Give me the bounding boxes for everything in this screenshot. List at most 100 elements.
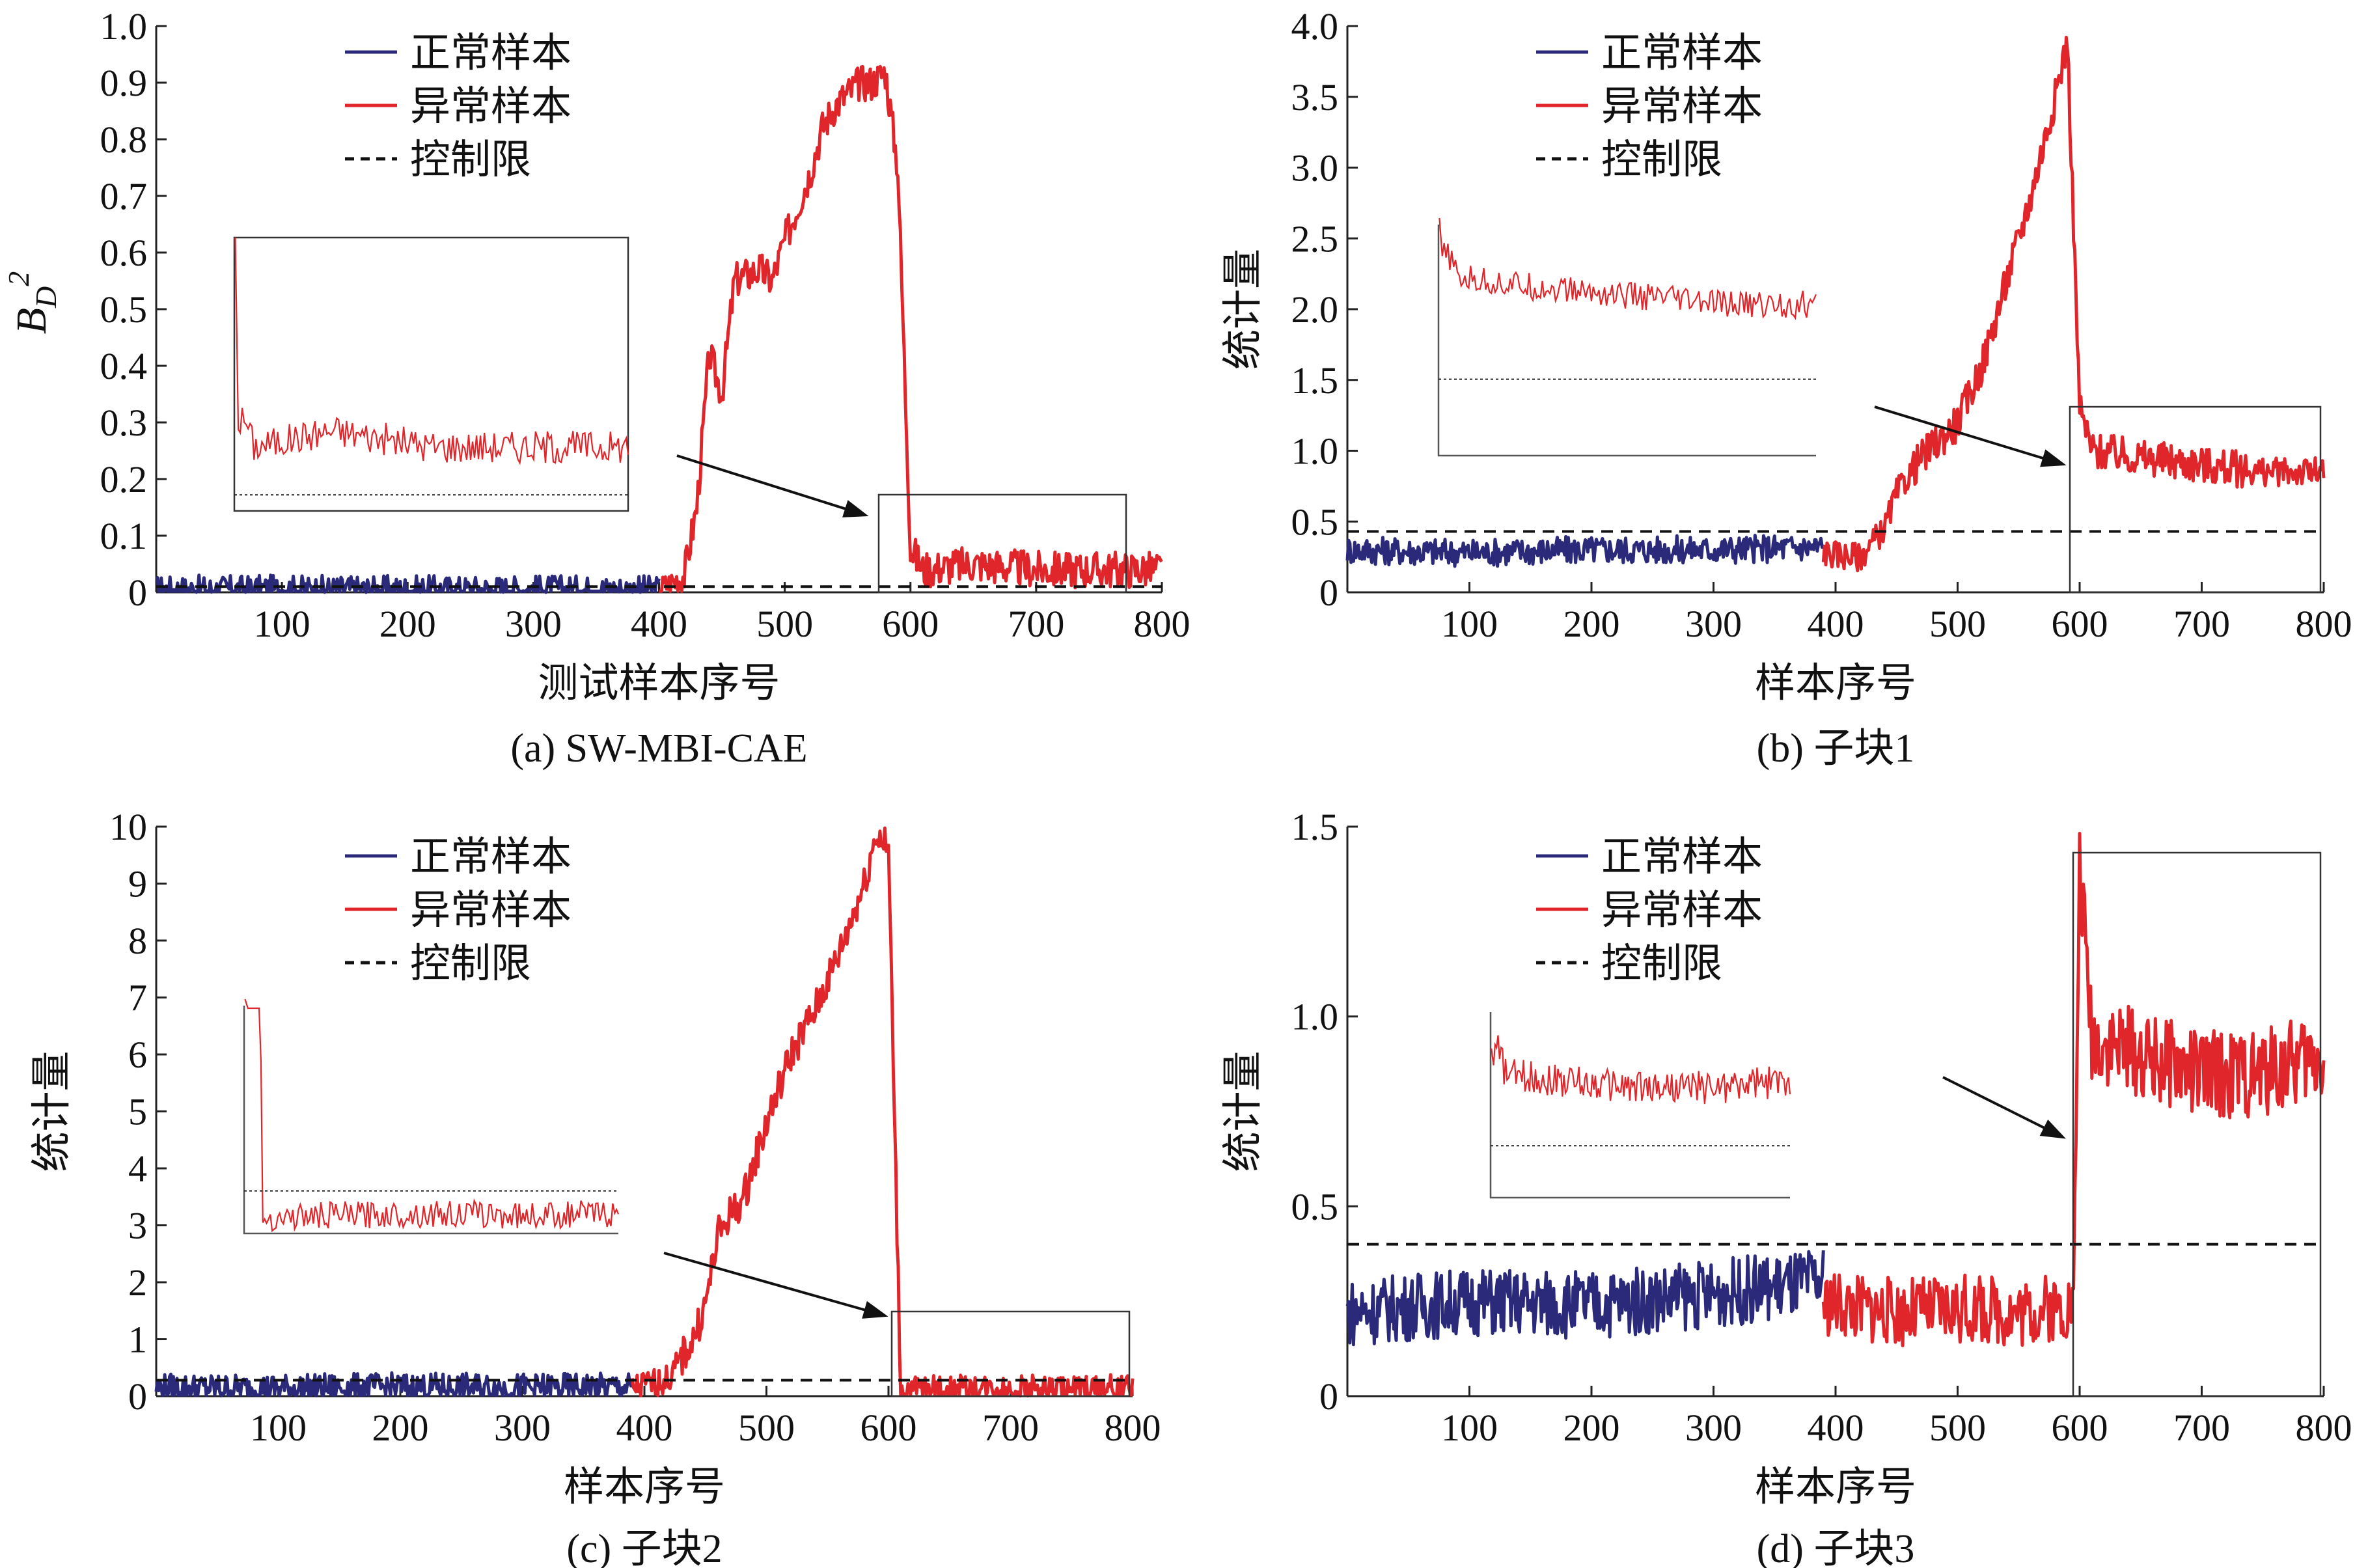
zoom-region-box [877,493,1127,594]
x-tick-label: 300 [1685,603,1742,645]
y-tick-label: 0.7 [100,175,148,217]
x-tick-label: 300 [494,1407,551,1449]
legend-normal-label: 正常样本 [1601,832,1763,880]
y-tick-label: 0.5 [100,288,148,331]
panel-caption: (a) SW-MBI-CAE [510,726,807,771]
legend-abnormal-label: 异常样本 [410,82,571,130]
y-tick-label: 2.0 [1291,288,1339,331]
x-tick-label: 400 [1808,1407,1864,1449]
inset [233,236,629,512]
x-tick-label: 800 [2296,603,2352,645]
y-tick-label: 1 [128,1319,147,1361]
x-tick-label: 500 [738,1407,795,1449]
legend-abnormal-label: 异常样本 [410,886,571,933]
x-tick-label: 100 [1441,1407,1498,1449]
y-tick-label: 5 [128,1091,147,1133]
legend-limit-label: 控制限 [1601,939,1722,987]
series-normal-line [155,573,661,594]
y-tick-label: 1.0 [100,5,148,48]
x-tick-label: 600 [2052,1407,2108,1449]
series-abnormal-line [1821,36,2326,573]
x-axis-label: 样本序号 [1755,1463,1916,1510]
x-tick-label: 800 [1134,603,1191,645]
panel-caption: (c) 子块2 [566,1527,722,1568]
legend-limit-label: 控制限 [410,135,531,183]
y-tick-label: 3 [128,1205,147,1247]
y-tick-label: 1.5 [1291,806,1339,848]
y-tick-label: 4.0 [1291,5,1339,48]
legend-normal-label: 正常样本 [1601,29,1763,76]
y-tick-label: 2 [128,1261,147,1304]
inset [243,998,620,1235]
y-tick-label: 8 [128,920,147,962]
y-tick-label: 0 [1319,1375,1338,1418]
y-tick-label: 0.8 [100,118,148,161]
x-tick-label: 200 [379,603,436,645]
zoom-region-box [2069,406,2322,594]
x-tick-label: 700 [1008,603,1064,645]
x-tick-label: 500 [1929,1407,1986,1449]
y-tick-label: 10 [109,806,147,848]
y-tick-label: 1.0 [1291,996,1339,1038]
zoom-arrow-line [1942,1076,2061,1137]
series-normal-line [1345,534,1825,568]
inset-axes [243,1006,618,1235]
x-tick-label: 300 [1685,1407,1742,1449]
y-tick-label: 0.1 [100,515,148,557]
panel-b: 0 0.5 1.0 1.5 2.0 2.5 3.0 3.5 4.0 100 200 300 400 500… [1218,5,2352,771]
panel-a: 0 0.1 0.2 0.3 0.4 0.5 0.6 0.7 0.8 0.9 1.0 100 200 300… [2,5,1191,771]
inset [1437,217,1817,457]
x-tick-label: 700 [2173,1407,2230,1449]
x-tick-label: 600 [2052,603,2108,645]
y-tick-label: 0 [128,571,147,614]
x-tick-label: 700 [982,1407,1039,1449]
y-tick-label: 1.0 [1291,430,1339,473]
y-tick-label: 0.9 [100,62,148,104]
zoom-arrow-head [2039,1119,2066,1139]
y-tick-label: 4 [128,1148,147,1190]
panel-c: 0 1 2 3 4 5 6 7 8 9 10 100 200 300 400 500 600 700 800 样本序号… [27,806,1161,1568]
x-tick-label: 300 [505,603,562,645]
x-tick-label: 500 [1929,603,1986,645]
x-tick-label: 600 [882,603,939,645]
y-tick-label: 0.6 [100,232,148,274]
y-tick-label: 6 [128,1034,147,1076]
inset-axes [1489,1012,1790,1199]
y-axis-label: 统计量 [1218,249,1266,370]
y-axis-label: BD2 [2,271,62,335]
x-tick-label: 100 [254,603,310,645]
series-abnormal-line [658,64,1163,593]
x-tick-label: 800 [2296,1407,2352,1449]
zoom-arrow-line [676,454,863,516]
inset-abnormal-line [244,998,620,1233]
panel-caption: (d) 子块3 [1757,1527,1915,1568]
y-tick-label: 0 [128,1375,147,1418]
inset-abnormal-line [1439,217,1817,320]
x-tick-label: 400 [1808,603,1864,645]
x-tick-label: 700 [2173,603,2230,645]
y-tick-label: 0.3 [100,402,148,444]
y-tick-label: 7 [128,977,147,1019]
zoom-arrow-head [862,1300,888,1319]
series-normal-line [1345,1250,1825,1347]
inset-axes [1437,225,1816,457]
legend-abnormal-label: 异常样本 [1601,886,1763,933]
zoom-arrow-line [663,1252,883,1316]
inset-frame [233,236,629,512]
legend-normal-label: 正常样本 [410,832,571,880]
x-tick-label: 100 [250,1407,307,1449]
zoom-arrow-line [1874,406,2061,465]
y-tick-label: 0.5 [1291,1185,1339,1228]
x-tick-label: 200 [1563,603,1620,645]
x-tick-label: 600 [860,1407,917,1449]
inset [1489,1012,1791,1199]
y-tick-label: 2.5 [1291,217,1339,260]
x-axis-label: 样本序号 [1755,659,1916,706]
x-axis-label: 测试样本序号 [538,659,780,706]
x-tick-label: 400 [616,1407,673,1449]
x-tick-label: 500 [756,603,813,645]
